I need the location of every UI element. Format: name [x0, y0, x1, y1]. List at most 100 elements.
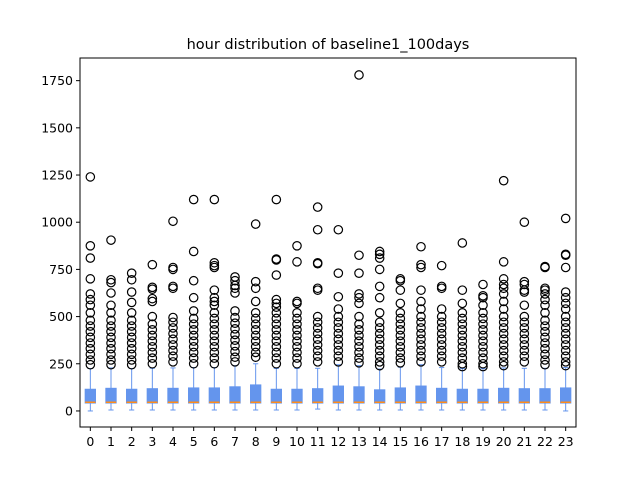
- flier-point: [147, 353, 158, 363]
- flier-point: [168, 262, 178, 273]
- flier-point: [333, 334, 344, 345]
- flier-point: [168, 351, 178, 362]
- flier-point: [354, 319, 364, 329]
- flier-point: [85, 253, 96, 263]
- x-tick-label: 3: [148, 434, 156, 449]
- flier-point: [498, 323, 509, 333]
- flier-point: [478, 347, 488, 358]
- flier-point: [312, 323, 323, 333]
- flier-point: [395, 358, 406, 368]
- flier-point: [230, 312, 240, 323]
- flier-point: [292, 347, 302, 358]
- flier-point: [209, 296, 220, 307]
- box-group: [229, 272, 241, 411]
- flier-point: [560, 213, 571, 224]
- flier-point: [395, 347, 406, 358]
- x-tick-label: 4: [169, 434, 177, 449]
- flier-point: [436, 283, 447, 294]
- flier-point: [312, 285, 323, 295]
- box: [126, 388, 138, 404]
- x-tick-label: 0: [86, 434, 94, 449]
- flier-point: [85, 355, 96, 365]
- flier-point: [188, 319, 199, 329]
- flier-point: [498, 311, 509, 322]
- flier-point: [374, 360, 385, 371]
- flier-point: [478, 324, 488, 335]
- flier-point: [374, 351, 385, 362]
- box-group: [167, 216, 179, 411]
- flier-point: [168, 328, 178, 339]
- flier-point: [106, 274, 116, 285]
- flier-point: [147, 330, 158, 341]
- x-tick-label: 21: [516, 434, 532, 449]
- box: [477, 388, 489, 404]
- box-group: [208, 194, 221, 411]
- x-tick-label: 23: [558, 434, 574, 449]
- flier-point: [395, 298, 406, 309]
- flier-point: [312, 357, 323, 367]
- flier-point: [498, 345, 509, 356]
- box: [229, 386, 241, 404]
- flier-point: [457, 336, 468, 346]
- flier-point: [312, 345, 323, 356]
- flier-point: [85, 241, 96, 251]
- flier-point: [292, 308, 302, 318]
- flier-point: [560, 328, 571, 339]
- flier-point: [560, 340, 571, 350]
- flier-point: [354, 292, 364, 303]
- flier-point: [188, 292, 199, 303]
- flier-point: [540, 321, 550, 331]
- flier-point: [168, 264, 178, 275]
- x-tick-label: 18: [454, 434, 470, 449]
- flier-point: [147, 259, 158, 270]
- x-tick-label: 1: [107, 434, 115, 449]
- flier-point: [374, 317, 385, 328]
- flier-point: [147, 282, 158, 293]
- box-group: [498, 175, 510, 411]
- box: [518, 388, 531, 404]
- flier-point: [519, 340, 530, 350]
- flier-point: [395, 313, 406, 324]
- flier-point: [540, 289, 550, 299]
- flier-point: [354, 298, 364, 309]
- flier-point: [519, 285, 530, 295]
- flier-point: [478, 358, 488, 369]
- flier-point: [498, 175, 509, 186]
- flier-point: [395, 341, 406, 352]
- flier-point: [560, 287, 571, 297]
- box-group: [394, 274, 406, 411]
- box: [146, 388, 159, 404]
- flier-point: [519, 300, 530, 311]
- flier-point: [250, 324, 261, 335]
- flier-point: [312, 317, 323, 328]
- flier-point: [250, 352, 261, 362]
- flier-point: [519, 317, 530, 328]
- flier-point: [478, 313, 488, 324]
- flier-point: [85, 359, 96, 370]
- flier-point: [188, 353, 199, 363]
- box: [539, 388, 551, 404]
- flier-point: [209, 353, 220, 363]
- flier-point: [498, 328, 509, 339]
- flier-point: [188, 347, 199, 358]
- flier-point: [188, 313, 199, 324]
- x-tick-label: 16: [413, 434, 429, 449]
- flier-point: [271, 330, 282, 341]
- flier-point: [457, 285, 468, 295]
- flier-point: [209, 358, 220, 369]
- flier-point: [126, 343, 137, 354]
- flier-point: [312, 202, 323, 212]
- x-tick-label: 11: [310, 434, 326, 449]
- flier-point: [85, 172, 96, 182]
- flier-point: [436, 260, 447, 271]
- box: [84, 388, 96, 404]
- flier-point: [416, 262, 426, 273]
- box-group: [312, 202, 324, 410]
- flier-point: [457, 347, 468, 358]
- flier-point: [292, 324, 302, 335]
- flier-point: [457, 330, 468, 341]
- box: [312, 388, 324, 404]
- box: [250, 384, 262, 404]
- flier-point: [106, 326, 116, 337]
- flier-point: [395, 330, 406, 341]
